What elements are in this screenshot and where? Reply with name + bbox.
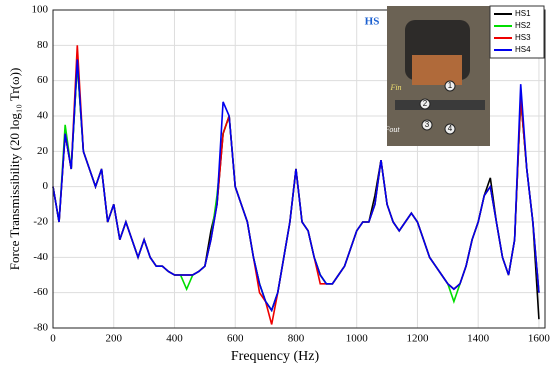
legend-label: HS4 [515,45,531,54]
annotation: 1 [448,81,453,90]
y-tick-label: 40 [37,110,49,122]
annotation-marker [444,123,456,135]
lines [52,45,540,325]
legend: HS1 HS2 HS3 HS4 [489,5,545,59]
x-tick-label: 0 [50,333,56,345]
x-tick-label: 600 [227,333,244,345]
y-tick-label: 20 [37,145,49,157]
y-tick-label: 80 [37,39,49,51]
legend-label: HS1 [515,9,531,18]
y-axis-label: Force Transmissibility (20 log₁₀ Tr(ω)) [7,68,22,271]
annotation: 3 [425,120,430,129]
series-line [52,59,540,313]
legend-label: HS2 [515,21,531,30]
y-tick-label: -20 [33,216,48,228]
x-tick-label: 1200 [406,333,429,345]
coil [412,55,462,85]
annotation: Fin [389,83,401,92]
y-tick-label: -60 [33,286,48,298]
base-plate [395,100,485,110]
x-tick-label: 1400 [467,333,490,345]
legend-label: HS3 [515,33,531,42]
x-tick-label: 1600 [528,333,550,345]
x-tick-label: 800 [288,333,305,345]
annotation-marker [421,119,433,131]
annotation-marker [444,80,456,92]
y-tick-label: -40 [33,251,48,263]
annotation: 4 [448,124,453,133]
y-tick-label: 100 [32,4,49,16]
annotation: 2 [423,99,428,108]
x-axis-label: Frequency (Hz) [231,349,320,364]
x-tick-label: 1000 [346,333,369,345]
annotation: Fout [383,125,400,134]
annotation: HS [365,16,380,28]
y-tick-label: -80 [33,322,48,334]
y-tick-label: 60 [37,74,49,86]
y-tick-label: 0 [43,180,49,192]
plot-frame [52,9,546,329]
annotation-marker [419,98,431,110]
x-tick-label: 400 [166,333,183,345]
x-tick-label: 200 [105,333,122,345]
